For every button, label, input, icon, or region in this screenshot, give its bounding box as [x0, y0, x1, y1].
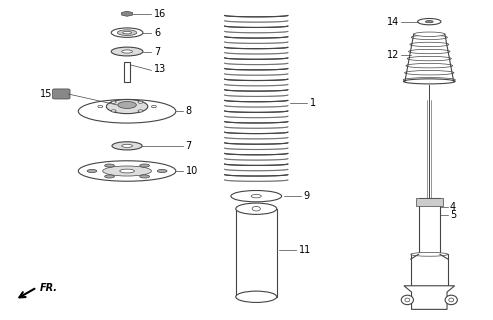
Text: 16: 16: [154, 9, 166, 19]
Text: 14: 14: [387, 17, 399, 27]
Ellipse shape: [117, 30, 137, 36]
Ellipse shape: [106, 100, 148, 114]
Ellipse shape: [78, 100, 176, 123]
Ellipse shape: [105, 175, 114, 178]
Ellipse shape: [252, 206, 260, 211]
Ellipse shape: [111, 101, 116, 103]
Text: 10: 10: [185, 166, 198, 176]
Ellipse shape: [405, 70, 454, 75]
Text: 15: 15: [40, 89, 52, 99]
Ellipse shape: [407, 56, 452, 61]
Ellipse shape: [138, 101, 143, 103]
Text: 13: 13: [154, 64, 166, 74]
Text: 4: 4: [450, 202, 456, 212]
Ellipse shape: [111, 47, 143, 56]
Ellipse shape: [409, 49, 450, 54]
Ellipse shape: [449, 298, 454, 302]
Bar: [411, 254, 448, 286]
Ellipse shape: [151, 106, 156, 108]
Text: 7: 7: [154, 46, 160, 57]
Ellipse shape: [111, 110, 116, 112]
Ellipse shape: [236, 203, 277, 214]
Ellipse shape: [105, 164, 114, 167]
Ellipse shape: [103, 166, 151, 176]
Ellipse shape: [122, 50, 133, 53]
Ellipse shape: [157, 169, 167, 172]
Ellipse shape: [118, 101, 137, 108]
Ellipse shape: [120, 169, 135, 173]
Ellipse shape: [87, 169, 97, 172]
Text: 6: 6: [154, 28, 160, 38]
Ellipse shape: [236, 291, 277, 302]
Ellipse shape: [405, 298, 410, 302]
Text: 1: 1: [310, 99, 316, 108]
Bar: [416, 198, 443, 205]
Ellipse shape: [403, 79, 455, 84]
Ellipse shape: [406, 63, 453, 68]
Text: 11: 11: [299, 244, 311, 255]
Ellipse shape: [123, 31, 132, 34]
Polygon shape: [405, 34, 454, 81]
Ellipse shape: [410, 42, 449, 47]
Ellipse shape: [122, 144, 133, 148]
Ellipse shape: [411, 252, 448, 256]
Bar: [419, 198, 440, 254]
Ellipse shape: [411, 35, 448, 40]
Text: 9: 9: [304, 191, 310, 201]
Ellipse shape: [138, 110, 143, 112]
Ellipse shape: [445, 295, 458, 305]
Ellipse shape: [112, 142, 142, 150]
Bar: [236, 209, 277, 297]
Ellipse shape: [251, 195, 261, 198]
Ellipse shape: [401, 295, 414, 305]
Ellipse shape: [425, 20, 433, 23]
FancyBboxPatch shape: [52, 89, 70, 99]
Text: 7: 7: [185, 141, 192, 151]
Polygon shape: [122, 11, 133, 16]
Ellipse shape: [403, 78, 456, 82]
Ellipse shape: [98, 106, 103, 108]
Ellipse shape: [231, 190, 282, 202]
Ellipse shape: [140, 175, 149, 178]
Ellipse shape: [140, 164, 149, 167]
Ellipse shape: [78, 161, 176, 181]
Ellipse shape: [418, 19, 441, 25]
Text: 12: 12: [387, 50, 399, 60]
Text: FR.: FR.: [39, 283, 57, 293]
Text: 5: 5: [450, 210, 456, 220]
Ellipse shape: [414, 32, 445, 36]
Polygon shape: [404, 286, 455, 309]
Text: 8: 8: [185, 106, 192, 116]
Bar: [124, 62, 131, 82]
Ellipse shape: [111, 28, 143, 37]
